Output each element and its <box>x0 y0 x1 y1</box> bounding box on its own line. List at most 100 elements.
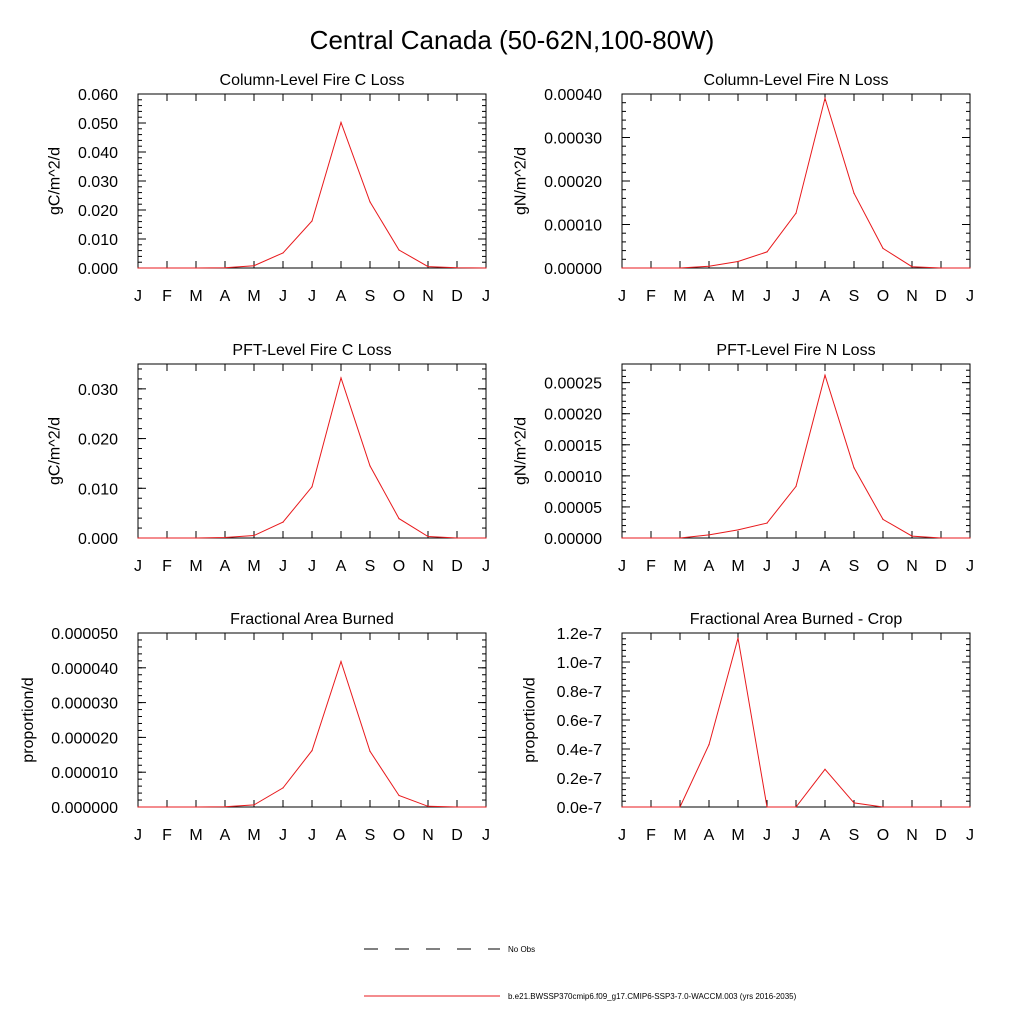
x-tick-label: J <box>308 558 316 575</box>
data-point <box>969 267 971 269</box>
data-point <box>282 521 284 523</box>
series-line <box>138 376 486 539</box>
x-tick-label: J <box>279 558 287 575</box>
data-point <box>398 794 400 797</box>
series-line <box>622 96 970 269</box>
data-point <box>708 534 710 536</box>
y-tick-label: 0.010 <box>78 481 118 498</box>
data-point <box>137 267 139 269</box>
x-tick-label: J <box>792 827 800 844</box>
x-tick-label: A <box>220 288 231 305</box>
y-tick-label: 0.0e-7 <box>557 800 602 817</box>
x-tick-label: A <box>220 827 231 844</box>
y-tick-label: 0.000 <box>78 261 118 278</box>
x-tick-label: J <box>134 288 142 305</box>
y-axis-label: gN/m^2/d <box>513 417 530 485</box>
data-point <box>456 537 458 539</box>
x-tick-label: J <box>308 827 316 844</box>
data-point <box>166 806 168 808</box>
x-tick-label: A <box>336 558 347 575</box>
data-point <box>766 806 768 808</box>
data-point <box>166 537 168 539</box>
x-tick-label: J <box>763 288 771 305</box>
data-point <box>882 518 884 520</box>
x-tick-label: J <box>618 288 626 305</box>
data-point <box>137 537 139 539</box>
data-point <box>311 220 313 222</box>
x-tick-label: N <box>906 827 918 844</box>
y-tick-label: 0.020 <box>78 432 118 449</box>
x-tick-label: M <box>247 558 260 575</box>
x-tick-label: A <box>820 827 831 844</box>
data-point <box>824 374 826 376</box>
x-tick-label: D <box>935 288 947 305</box>
x-tick-label: J <box>792 288 800 305</box>
y-tick-label: 0.00020 <box>544 407 602 424</box>
data-point <box>882 247 884 250</box>
data-point <box>485 267 487 269</box>
x-tick-label: J <box>482 558 490 575</box>
data-point <box>824 97 826 99</box>
y-tick-label: 0.4e-7 <box>557 742 602 759</box>
x-tick-label: O <box>393 558 405 575</box>
y-tick-label: 0.000010 <box>51 765 118 782</box>
data-point <box>911 806 913 808</box>
x-tick-label: N <box>422 288 434 305</box>
x-tick-label: N <box>422 558 434 575</box>
y-tick-label: 0.00025 <box>544 376 602 393</box>
plot-frame <box>621 363 971 539</box>
panel-title: PFT-Level Fire C Loss <box>232 342 391 359</box>
y-tick-label: 0.6e-7 <box>557 713 602 730</box>
y-tick-label: 0.020 <box>78 203 118 220</box>
data-point <box>621 537 623 539</box>
data-point <box>679 267 681 269</box>
data-point <box>456 267 458 269</box>
x-tick-label: A <box>820 288 831 305</box>
panel-title: Fractional Area Burned - Crop <box>690 611 903 628</box>
data-point <box>253 804 255 806</box>
panel-title: Column-Level Fire C Loss <box>220 72 405 89</box>
y-tick-label: 0.00000 <box>544 261 602 278</box>
y-tick-label: 0.050 <box>78 116 118 133</box>
data-point <box>795 485 797 488</box>
data-point <box>766 251 768 253</box>
data-point <box>456 806 458 808</box>
y-tick-label: 0.00020 <box>544 174 602 191</box>
data-point <box>427 805 429 807</box>
panel-title: Column-Level Fire N Loss <box>704 72 889 89</box>
x-tick-label: M <box>731 288 744 305</box>
series-line <box>138 120 487 269</box>
y-tick-label: 0.00040 <box>544 87 602 104</box>
data-point <box>853 802 855 804</box>
x-tick-label: A <box>336 827 347 844</box>
data-point <box>824 768 826 770</box>
data-point <box>766 522 768 524</box>
x-tick-label: J <box>134 558 142 575</box>
x-tick-label: M <box>247 827 260 844</box>
x-tick-label: A <box>704 558 715 575</box>
data-point <box>340 377 342 379</box>
x-tick-label: A <box>704 288 715 305</box>
data-point <box>940 267 942 269</box>
y-tick-label: 0.000050 <box>51 626 118 643</box>
data-point <box>650 267 652 269</box>
x-tick-label: F <box>162 827 172 844</box>
legend-label-model: b.e21.BWSSP370cmip6.f09_g17.CMIP6-SSP3-7… <box>508 992 797 1001</box>
data-point <box>969 806 971 808</box>
x-tick-label: F <box>646 827 656 844</box>
data-point <box>195 806 197 808</box>
x-tick-label: J <box>134 827 142 844</box>
data-point <box>282 252 284 254</box>
data-point <box>195 267 197 269</box>
y-tick-label: 0.00000 <box>544 531 602 548</box>
x-tick-label: O <box>877 827 889 844</box>
data-point <box>853 192 855 194</box>
data-point <box>679 537 681 539</box>
data-point <box>398 518 400 520</box>
data-point <box>224 267 226 269</box>
y-axis-label: gC/m^2/d <box>47 147 64 215</box>
data-point <box>911 535 913 537</box>
